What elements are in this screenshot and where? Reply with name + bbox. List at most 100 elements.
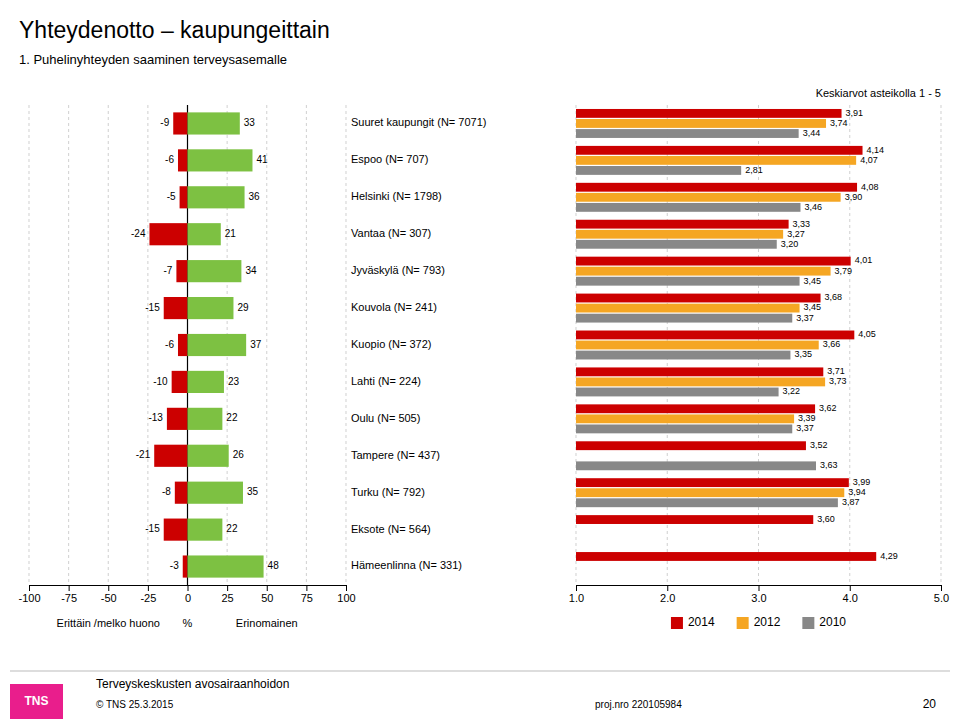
tick-label: 0 — [185, 592, 191, 604]
category-label: Lahti (N= 224) — [351, 375, 421, 387]
bar — [178, 334, 188, 356]
category-labels: Suuret kaupungit (N= 7071) Espoo (N= 707)… — [351, 116, 486, 571]
data-label: 4,05 — [858, 329, 876, 339]
data-label: 3,74 — [830, 118, 848, 128]
bar — [188, 223, 221, 245]
data-label: 3,60 — [817, 514, 835, 524]
bar — [576, 441, 806, 450]
bars — [149, 112, 263, 577]
data-label: 3,94 — [848, 487, 866, 497]
data-label: -5 — [167, 191, 176, 202]
category-label: Turku (N= 792) — [351, 486, 425, 498]
bar — [172, 371, 188, 393]
tick-line — [306, 585, 307, 591]
category-label: Espoo (N= 707) — [351, 153, 428, 165]
data-label: 3,99 — [853, 477, 871, 487]
data-label: 33 — [244, 117, 256, 128]
bar — [576, 488, 844, 497]
data-label: 3,87 — [842, 497, 860, 507]
bar — [188, 186, 245, 208]
legend-label: 2010 — [819, 615, 846, 629]
bar — [188, 112, 240, 134]
data-label: 3,66 — [823, 339, 841, 349]
tick-label: 25 — [222, 592, 234, 604]
tick-line — [227, 585, 228, 591]
tick-line — [576, 585, 577, 591]
data-label: -13 — [148, 412, 163, 423]
annotation: TNS — [25, 694, 49, 708]
bar — [180, 186, 188, 208]
x-axis: -100-75-50-250255075100 — [18, 585, 355, 604]
data-label: 3,37 — [796, 313, 814, 323]
data-label: -3 — [170, 560, 179, 571]
bar — [188, 297, 234, 319]
tick-line — [941, 585, 942, 591]
data-label: 3,91 — [846, 108, 864, 118]
data-label: 21 — [225, 228, 237, 239]
tick-line — [29, 585, 30, 591]
bar — [576, 498, 838, 507]
tick-line — [148, 585, 149, 591]
data-label: 3,44 — [803, 128, 821, 138]
data-label: -9 — [160, 117, 169, 128]
bar — [188, 371, 224, 393]
tick-label: -25 — [140, 592, 156, 604]
grid-line — [68, 105, 69, 585]
bar — [576, 331, 854, 340]
data-label: -6 — [165, 339, 174, 350]
tick: -25 — [140, 585, 156, 604]
tick: 1.0 — [569, 585, 584, 604]
tick-label: -75 — [61, 592, 77, 604]
data-label: 3,73 — [829, 376, 847, 386]
category-label: Tampere (N= 437) — [351, 449, 440, 461]
axis-domain — [30, 586, 347, 592]
bar — [576, 414, 794, 423]
data-label: 3,33 — [793, 219, 811, 229]
category-label: Oulu (N= 505) — [351, 412, 420, 424]
bar — [164, 519, 188, 541]
tick: 2.0 — [660, 585, 675, 604]
bar — [576, 294, 821, 303]
bar — [576, 166, 741, 175]
bar — [188, 260, 242, 282]
bar — [576, 129, 799, 138]
data-label: -10 — [153, 376, 168, 387]
bar — [188, 555, 264, 577]
data-label: 26 — [233, 449, 245, 460]
bar — [576, 220, 789, 229]
bar — [167, 408, 188, 430]
bar — [183, 555, 188, 577]
data-label: 4,07 — [860, 155, 878, 165]
footer-separator — [10, 671, 950, 672]
bar — [149, 223, 187, 245]
bar — [576, 193, 841, 202]
logo-box — [10, 684, 63, 719]
data-label: 4,29 — [880, 551, 898, 561]
data-label: 22 — [226, 523, 238, 534]
grid-line — [849, 105, 850, 585]
data-label: 37 — [250, 339, 262, 350]
category-label: Kuopio (N= 372) — [351, 338, 431, 350]
bar — [188, 482, 243, 504]
tick: 50 — [261, 585, 273, 604]
bar — [576, 230, 783, 239]
tick: 25 — [222, 585, 234, 604]
tick: -75 — [61, 585, 77, 604]
bar — [576, 109, 842, 118]
bar — [576, 119, 826, 128]
tick-label: 4.0 — [843, 592, 858, 604]
grid-line — [108, 105, 109, 585]
bar — [188, 519, 223, 541]
category-label: Suuret kaupungit (N= 7071) — [351, 116, 486, 128]
bar — [176, 260, 187, 282]
footer: TNSTerveyskeskusten avosairaanhoidon© TN… — [10, 671, 950, 719]
tick-label: -100 — [18, 592, 40, 604]
data-label: 4,14 — [867, 145, 885, 155]
bar — [576, 257, 851, 266]
bar — [576, 388, 779, 397]
tick-label: 3.0 — [751, 592, 766, 604]
category-label: Eksote (N= 564) — [351, 523, 431, 535]
panel-1: 3,914,144,083,334,013,684,053,713,623,52… — [569, 105, 949, 604]
category-label: Hämeenlinna (N= 331) — [351, 559, 462, 571]
legend-item: 2012 — [737, 615, 781, 629]
